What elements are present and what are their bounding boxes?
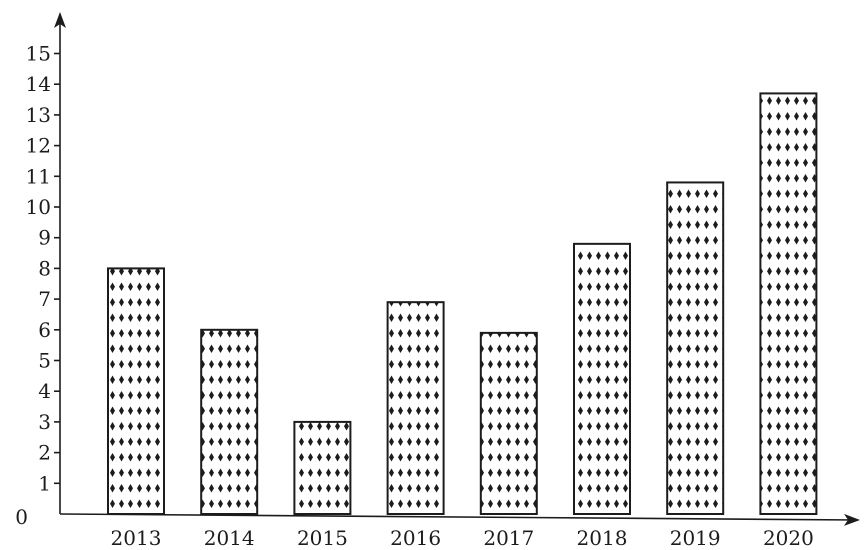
bars-group <box>107 92 818 516</box>
y-tick-label: 13 <box>26 103 51 127</box>
y-tick-label: 9 <box>38 226 51 250</box>
x-tick-label: 2018 <box>577 526 628 550</box>
x-tick-label: 2013 <box>111 526 162 550</box>
bar-2017 <box>479 331 538 515</box>
bar-2015 <box>293 420 352 515</box>
y-tick-label: 14 <box>26 72 51 96</box>
x-axis-tick-labels: 2013 2014 2015 2016 2017 2018 2019 2020 <box>111 526 814 550</box>
bar-2019 <box>666 181 725 515</box>
x-axis <box>59 513 860 526</box>
bar-2013 <box>107 267 165 515</box>
x-tick-label: 2019 <box>670 526 721 550</box>
x-tick-label: 2017 <box>483 526 534 550</box>
y-tick-label: 6 <box>38 318 51 342</box>
y-tick-label: 2 <box>38 441 51 465</box>
y-tick-label: 4 <box>38 379 51 403</box>
y-tick-label: 3 <box>38 410 51 434</box>
bar-2016 <box>386 301 445 516</box>
x-tick-label: 2020 <box>763 526 814 550</box>
y-tick-label: 8 <box>38 256 51 280</box>
y-tick-label: 11 <box>26 164 51 188</box>
y-tick-label: 15 <box>26 42 51 66</box>
y-tick-label: 10 <box>26 195 51 219</box>
bar-2020 <box>759 92 818 515</box>
y-tick-label: 12 <box>26 134 51 158</box>
y-tick-label: 7 <box>38 287 51 311</box>
bar-2018 <box>573 242 631 515</box>
x-tick-label: 2016 <box>390 526 441 550</box>
y-tick-label: 5 <box>38 349 51 373</box>
x-tick-label: 2014 <box>204 526 255 550</box>
bar-2014 <box>200 328 259 515</box>
y-tick-label: 1 <box>38 471 51 495</box>
x-tick-label: 2015 <box>297 526 348 550</box>
y-tick-label: 0 <box>15 505 28 529</box>
